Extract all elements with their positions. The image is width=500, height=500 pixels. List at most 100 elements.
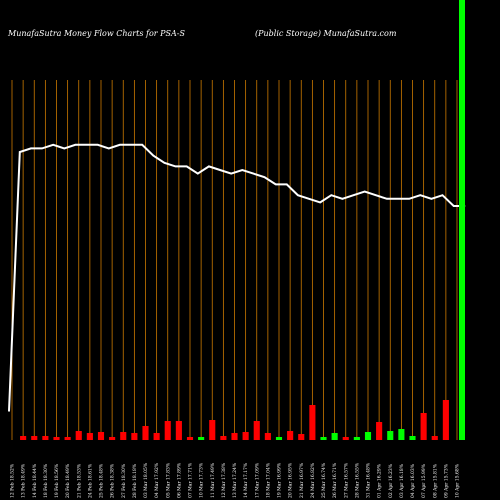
- x-tick-label: 20 Mar 16.95%: [288, 462, 294, 498]
- x-tick-label: 02 Apr 16.23%: [388, 463, 394, 498]
- volume-bar-35: [409, 436, 416, 440]
- x-tick-label: 28 Feb 18.18%: [132, 463, 138, 498]
- price-point-8: [97, 144, 99, 146]
- price-point-32: [364, 191, 366, 193]
- volume-bar-7: [97, 432, 105, 440]
- x-tick-label: 13 Mar 17.24%: [232, 462, 238, 498]
- volume-bar-1: [31, 436, 38, 440]
- volume-bar-16: [198, 437, 205, 440]
- price-point-13: [152, 155, 154, 157]
- price-point-35: [397, 198, 399, 200]
- price-point-40: [453, 205, 455, 207]
- x-tick-label: 27 Feb 18.30%: [121, 463, 127, 498]
- volume-bar-9: [120, 432, 127, 440]
- volume-bar-13: [164, 421, 171, 440]
- volume-bar-22: [264, 433, 271, 440]
- price-point-28: [319, 201, 321, 203]
- price-point-4: [52, 144, 54, 146]
- price-point-21: [241, 169, 243, 171]
- price-point-38: [430, 198, 433, 200]
- x-tick-label: 26 Mar 16.71%: [332, 462, 338, 498]
- x-tick-label: 14 Feb 18.44%: [32, 463, 38, 498]
- price-point-17: [197, 173, 199, 175]
- x-tick-label: 18 Mar 17.04%: [265, 462, 271, 498]
- volume-bar-33: [387, 431, 394, 440]
- price-point-27: [308, 198, 310, 200]
- volume-bar-5: [75, 431, 82, 440]
- volume-bar-11: [142, 426, 149, 440]
- volume-bar-20: [242, 432, 249, 440]
- x-tick-label: 09 Apr 15.73%: [443, 463, 449, 498]
- volume-bar-3: [53, 437, 60, 440]
- x-tick-label: 08 Apr 15.81%: [432, 463, 438, 498]
- price-point-9: [108, 147, 110, 149]
- volume-bar-8: [109, 437, 116, 440]
- price-point-10: [119, 144, 121, 146]
- x-tick-label: 28 Mar 16.55%: [354, 462, 360, 498]
- x-tick-label: 26 Feb 18.38%: [110, 463, 116, 498]
- x-tick-label: 10 Apr 15.68%: [455, 463, 461, 498]
- price-point-3: [41, 147, 43, 149]
- x-tick-label: 03 Apr 16.18%: [399, 463, 405, 498]
- price-point-14: [163, 162, 166, 164]
- price-point-39: [441, 194, 444, 196]
- price-point-1: [19, 151, 21, 153]
- price-point-2: [30, 147, 32, 149]
- gridlines: [11, 80, 458, 440]
- x-axis-tick-labels: 12 Feb 18.52% 13 Feb 18.49% 14 Feb 18.44% 1…: [10, 462, 461, 498]
- x-tick-label: 18 Feb 18.30%: [43, 463, 49, 498]
- volume-bar-21: [253, 421, 260, 440]
- volume-bar-34: [398, 429, 405, 440]
- price-point-16: [186, 165, 188, 167]
- price-point-11: [130, 144, 132, 146]
- price-point-5: [63, 147, 65, 149]
- price-point-22: [252, 173, 255, 175]
- volume-bar-23: [275, 437, 283, 440]
- highlight-band: [459, 0, 465, 440]
- x-tick-label: 21 Feb 18.53%: [76, 463, 82, 498]
- volume-bar-25: [298, 434, 305, 440]
- price-line: [8, 143, 465, 412]
- x-tick-label: 25 Feb 18.48%: [99, 463, 105, 498]
- price-point-37: [419, 194, 421, 196]
- price-point-7: [85, 144, 88, 146]
- price-point-36: [408, 198, 410, 200]
- volume-bar-36: [420, 413, 427, 440]
- volume-bars: [20, 400, 449, 440]
- chart-title-right: (Public Storage) MunafaSutra.com: [255, 29, 397, 38]
- volume-bar-32: [376, 422, 383, 440]
- x-tick-label: 06 Mar 17.89%: [176, 462, 182, 498]
- x-tick-label: 19 Mar 16.99%: [277, 462, 283, 498]
- volume-bar-26: [309, 405, 316, 440]
- price-point-30: [341, 198, 344, 200]
- volume-bar-31: [364, 432, 372, 440]
- x-tick-label: 03 Mar 18.05%: [143, 462, 149, 498]
- price-point-20: [230, 173, 232, 175]
- price-point-33: [375, 194, 377, 196]
- x-tick-label: 12 Mar 17.38%: [221, 462, 227, 498]
- volume-bar-6: [86, 433, 93, 440]
- volume-bar-24: [287, 431, 294, 440]
- x-tick-label: 14 Mar 17.17%: [243, 462, 249, 498]
- x-tick-label: 04 Apr 16.03%: [410, 463, 416, 498]
- price-point-34: [386, 198, 388, 200]
- price-point-0: [8, 410, 10, 412]
- volume-bar-28: [331, 433, 338, 440]
- x-tick-label: 31 Mar 16.48%: [366, 462, 372, 498]
- x-tick-label: 20 Feb 18.49%: [65, 463, 71, 498]
- volume-bar-4: [64, 437, 71, 440]
- volume-bar-37: [431, 436, 438, 440]
- volume-bar-14: [175, 421, 182, 440]
- x-tick-label: 24 Mar 16.82%: [310, 462, 316, 498]
- price-point-12: [141, 144, 143, 146]
- volume-bar-29: [342, 437, 349, 440]
- x-tick-label: 05 Mar 17.83%: [165, 462, 171, 498]
- volume-bar-27: [320, 437, 327, 440]
- volume-bar-17: [209, 420, 216, 440]
- price-point-26: [297, 194, 299, 196]
- x-tick-label: 11 Mar 17.49%: [210, 462, 216, 498]
- x-tick-label: 12 Feb 18.52%: [10, 463, 16, 498]
- volume-bar-10: [131, 433, 138, 440]
